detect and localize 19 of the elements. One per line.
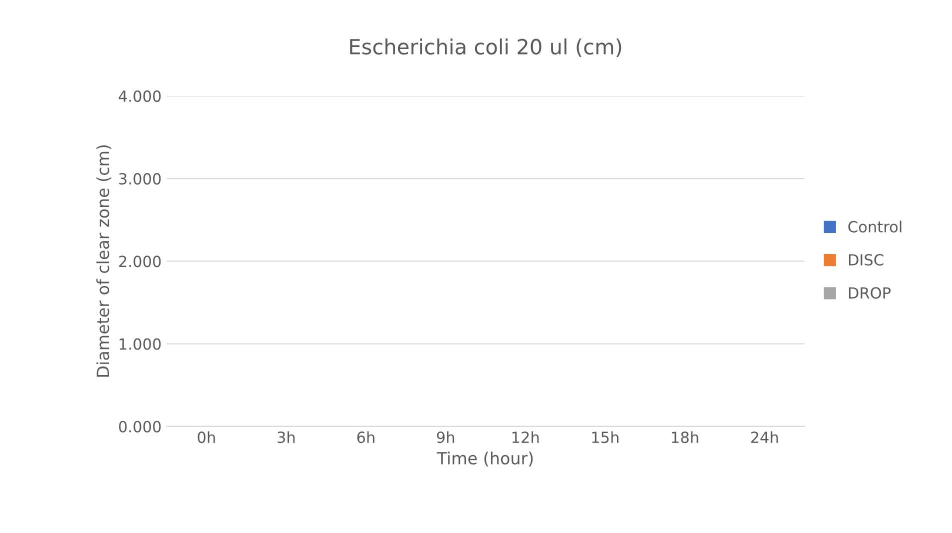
y-tick-label: 2.000 bbox=[119, 256, 161, 268]
legend-label: DISC bbox=[848, 254, 884, 266]
y-axis-title: Diameter of clear zone (cm) bbox=[96, 145, 112, 377]
y-tick-label: 1.000 bbox=[120, 338, 161, 350]
x-tick-label: 12h bbox=[512, 431, 539, 443]
y-tick-label: 4.000 bbox=[118, 90, 161, 102]
x-tick-label: 6h bbox=[357, 431, 374, 444]
x-tick-label: 24h bbox=[751, 431, 778, 443]
y-tick-label: 3.000 bbox=[119, 173, 161, 185]
x-tick-label: 15h bbox=[592, 431, 618, 444]
y-tick-label: 0.000 bbox=[119, 420, 161, 432]
x-tick-label: 18h bbox=[672, 431, 698, 444]
legend-label: DROP bbox=[848, 287, 891, 299]
x-axis-title: Time (hour) bbox=[436, 452, 533, 466]
chart-title: Escherichia coli 20 ul (cm) bbox=[350, 38, 622, 58]
x-tick-label: 3h bbox=[278, 431, 295, 444]
legend-label: Control bbox=[848, 220, 902, 232]
x-tick-label: 0h bbox=[198, 431, 215, 444]
x-tick-label: 9h bbox=[436, 431, 454, 444]
